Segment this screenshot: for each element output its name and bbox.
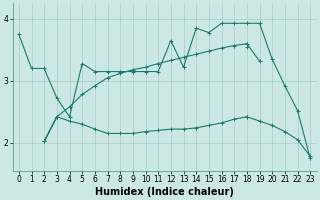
X-axis label: Humidex (Indice chaleur): Humidex (Indice chaleur) xyxy=(95,187,234,197)
